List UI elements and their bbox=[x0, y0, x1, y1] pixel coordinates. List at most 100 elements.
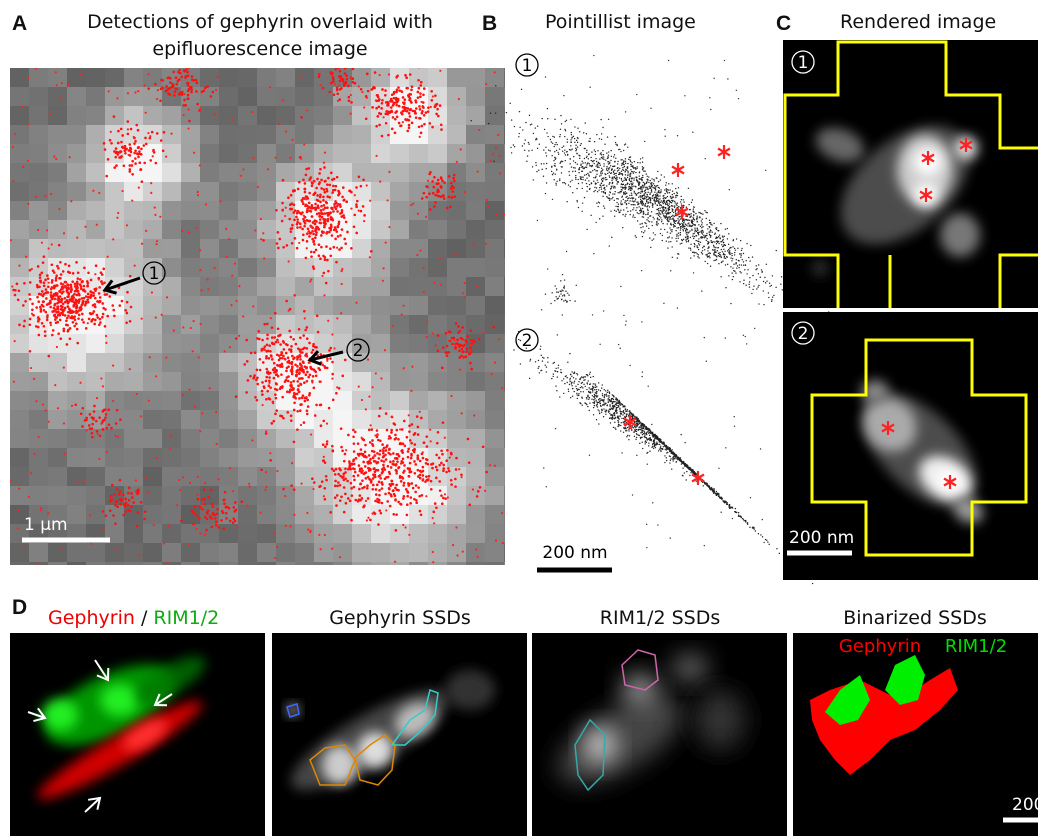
localization bbox=[675, 220, 678, 222]
detection bbox=[50, 281, 54, 284]
detection bbox=[107, 90, 110, 93]
localization bbox=[582, 178, 584, 181]
pixel bbox=[10, 182, 30, 202]
detection bbox=[408, 97, 412, 100]
localization bbox=[603, 191, 605, 194]
detection bbox=[391, 324, 394, 328]
detection bbox=[458, 349, 461, 353]
pixel bbox=[29, 125, 49, 145]
detection bbox=[159, 99, 162, 103]
pixel bbox=[257, 239, 277, 259]
detection bbox=[287, 365, 290, 368]
detection bbox=[300, 367, 304, 370]
localization bbox=[679, 231, 682, 234]
detection bbox=[374, 493, 378, 496]
detection bbox=[422, 113, 426, 117]
pixel bbox=[86, 239, 106, 259]
detection bbox=[66, 329, 70, 333]
detection bbox=[67, 283, 70, 287]
pixel bbox=[447, 182, 467, 202]
detection bbox=[315, 314, 319, 318]
detection bbox=[269, 354, 273, 357]
detection bbox=[133, 142, 136, 145]
localization bbox=[736, 265, 739, 267]
detection bbox=[275, 353, 279, 357]
localization bbox=[628, 202, 630, 205]
detection bbox=[312, 250, 316, 254]
detection bbox=[322, 271, 326, 275]
detection bbox=[316, 330, 320, 334]
detection bbox=[301, 351, 304, 354]
localization bbox=[675, 237, 677, 240]
detection bbox=[31, 308, 34, 312]
detection bbox=[298, 409, 302, 412]
detection bbox=[279, 414, 282, 418]
localization bbox=[647, 195, 649, 198]
detection bbox=[333, 347, 336, 350]
detection bbox=[298, 241, 301, 245]
detection bbox=[61, 270, 65, 273]
pixel bbox=[352, 277, 372, 297]
pixel bbox=[428, 353, 448, 373]
detection bbox=[310, 203, 314, 207]
detection bbox=[155, 132, 159, 135]
detection bbox=[290, 344, 293, 348]
detection bbox=[60, 82, 63, 85]
localization bbox=[554, 118, 556, 121]
localization bbox=[648, 206, 651, 208]
localization bbox=[669, 218, 671, 221]
detection bbox=[376, 93, 379, 97]
localization bbox=[586, 190, 588, 192]
localization bbox=[631, 194, 633, 196]
detection bbox=[274, 556, 277, 560]
detection bbox=[272, 376, 276, 380]
pixel bbox=[181, 182, 201, 202]
localization bbox=[630, 165, 632, 168]
pixel bbox=[48, 467, 68, 487]
localization bbox=[660, 204, 662, 207]
detection bbox=[389, 97, 393, 101]
localization bbox=[583, 132, 585, 134]
detection bbox=[376, 452, 379, 455]
localization bbox=[545, 155, 548, 157]
detection bbox=[355, 301, 358, 304]
pixel bbox=[485, 277, 505, 297]
detection bbox=[327, 406, 331, 410]
detection bbox=[484, 489, 487, 493]
detection bbox=[88, 311, 92, 315]
localization bbox=[583, 174, 586, 176]
detection bbox=[192, 319, 195, 323]
pixel bbox=[67, 372, 87, 392]
detection bbox=[72, 304, 76, 307]
detection bbox=[293, 218, 296, 222]
detection bbox=[434, 344, 437, 347]
detection bbox=[433, 522, 436, 525]
pixel bbox=[390, 353, 410, 373]
detection bbox=[384, 112, 388, 116]
detection bbox=[32, 313, 35, 317]
localization bbox=[620, 203, 622, 206]
detection bbox=[48, 113, 52, 117]
detection bbox=[88, 427, 92, 430]
detection bbox=[191, 350, 194, 353]
detection bbox=[431, 191, 435, 195]
detection bbox=[445, 344, 449, 348]
detection bbox=[178, 488, 182, 492]
detection bbox=[362, 455, 366, 458]
detection bbox=[349, 481, 353, 485]
detection bbox=[310, 184, 314, 188]
localization bbox=[670, 224, 673, 226]
pixel bbox=[390, 163, 410, 183]
detection bbox=[54, 384, 57, 387]
detection bbox=[407, 112, 411, 115]
detection bbox=[377, 438, 380, 442]
pixel bbox=[162, 410, 182, 430]
detection bbox=[216, 75, 219, 79]
pixel bbox=[162, 505, 182, 525]
detection bbox=[454, 345, 457, 349]
localization bbox=[632, 208, 634, 211]
localization bbox=[644, 182, 646, 184]
pixel bbox=[314, 505, 334, 525]
detection bbox=[470, 367, 473, 371]
detection bbox=[450, 181, 453, 185]
